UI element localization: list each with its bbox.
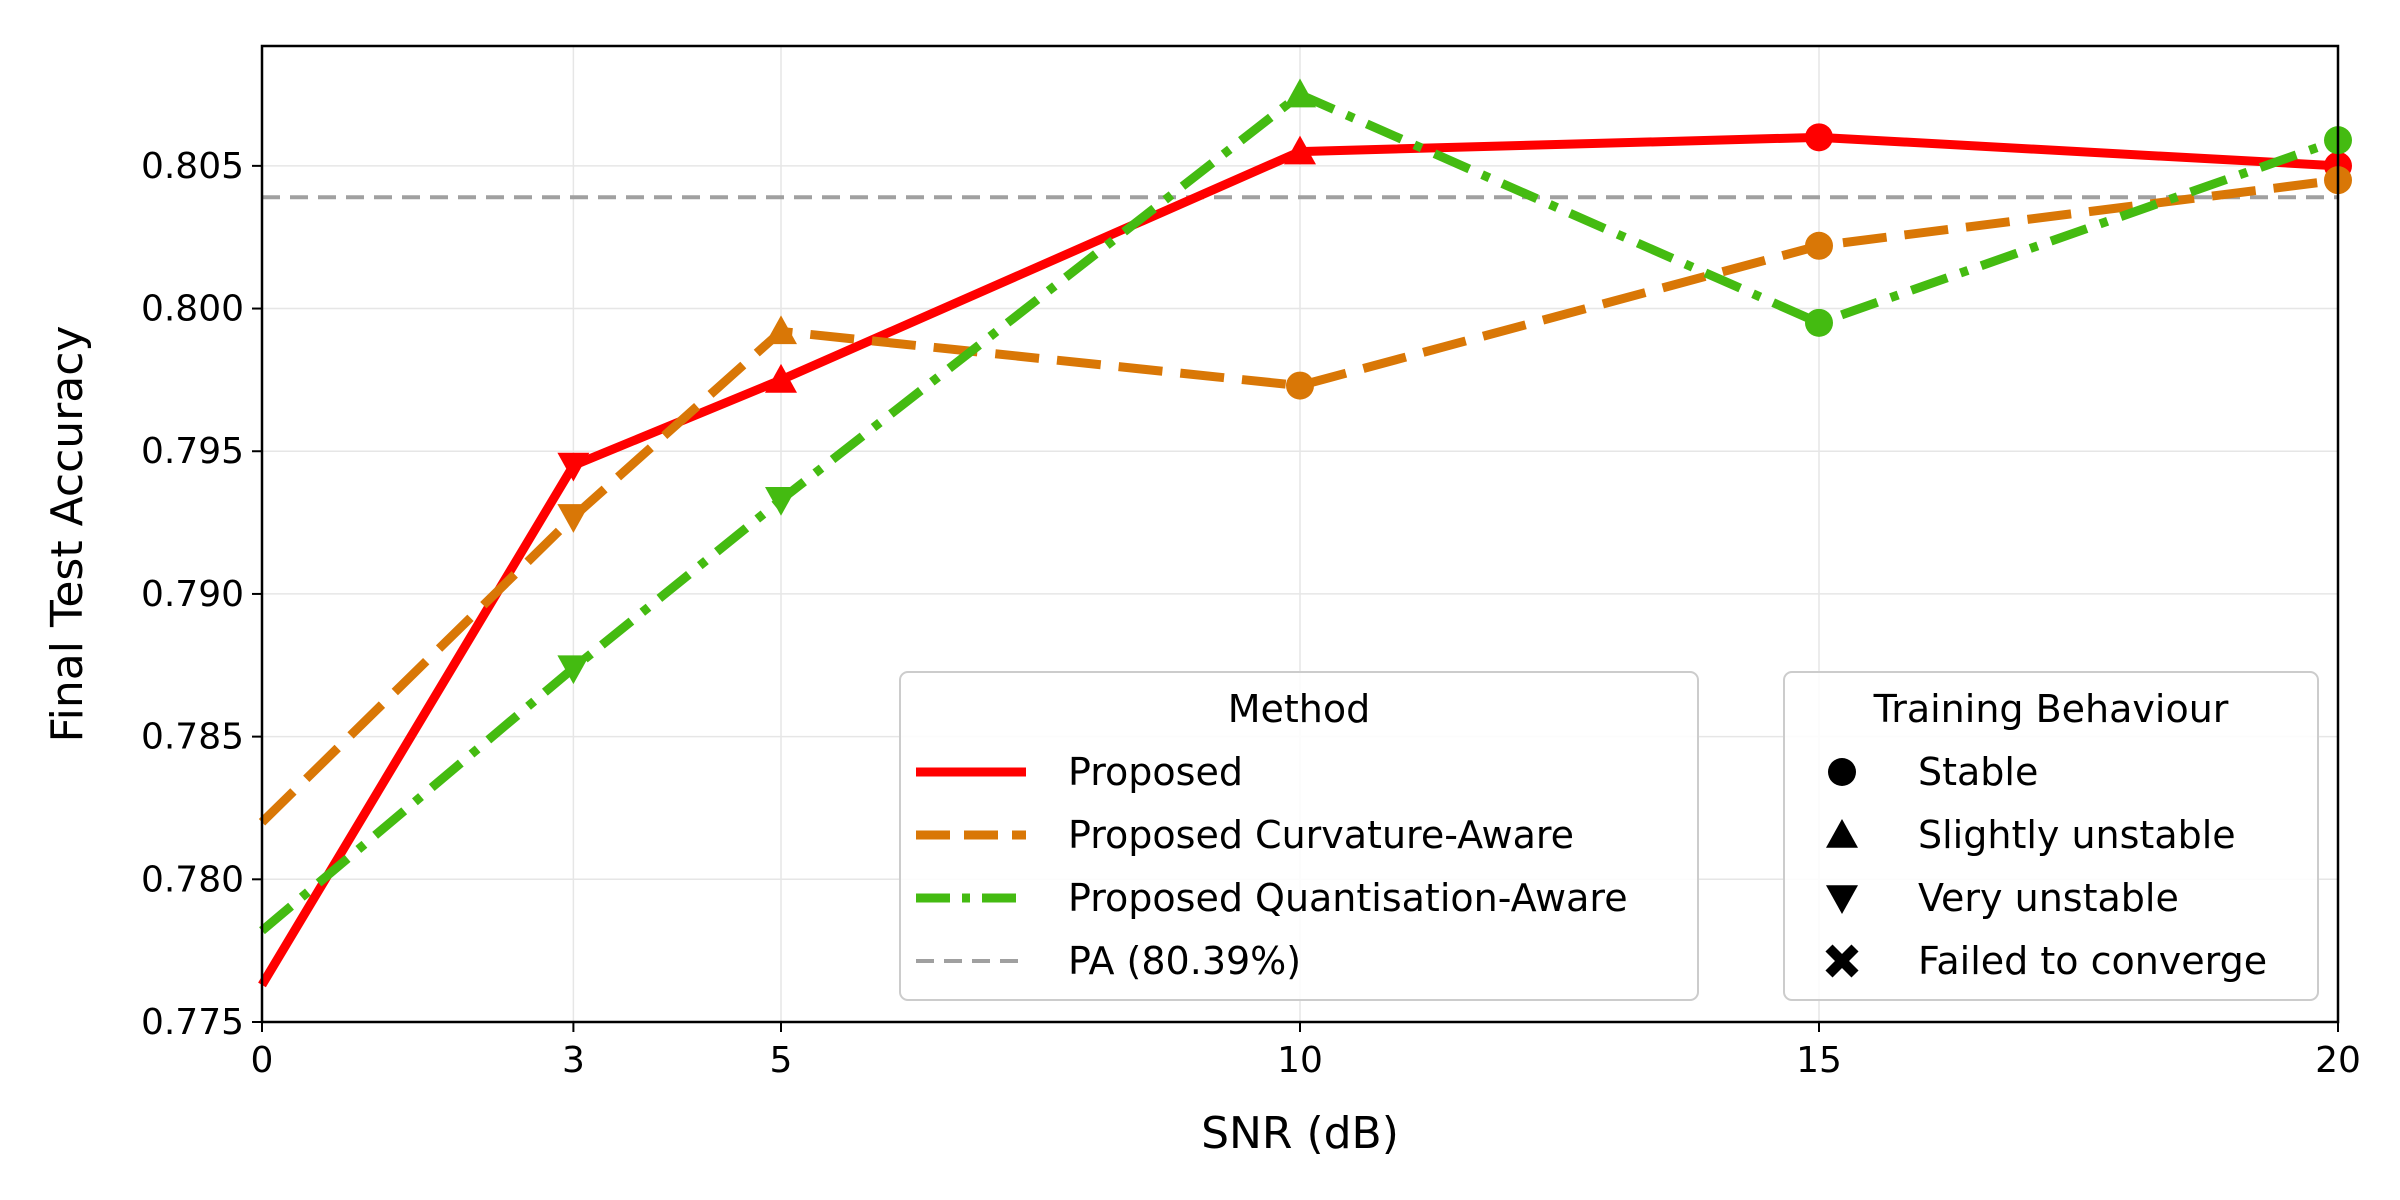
data-point-s2-1 (557, 655, 590, 685)
y-tick-label: 0.805 (141, 146, 244, 187)
legend-label: Stable (1918, 750, 2038, 794)
y-tick-label: 0.780 (141, 859, 244, 900)
legend-marker (1826, 885, 1858, 914)
x-tick-label: 5 (770, 1040, 793, 1081)
legend-title: Training Behaviour (1873, 687, 2229, 731)
legend-label: Proposed Quantisation-Aware (1068, 876, 1628, 920)
data-point-s2-2 (765, 486, 797, 516)
x-tick-label: 0 (251, 1040, 274, 1081)
y-tick-label: 0.785 (141, 717, 244, 758)
data-point-s2-3 (1284, 78, 1316, 108)
legend-training-behaviour: Training Behaviour Stable Slightly unstabl… (1783, 671, 2319, 1001)
x-tick-label: 10 (1277, 1040, 1323, 1081)
series-line-1 (258, 175, 2339, 826)
x-tick-label: 20 (2315, 1040, 2361, 1081)
legend-frame (899, 671, 1699, 1001)
legend-frame (1783, 671, 2319, 1001)
y-tick-label: 0.795 (141, 431, 244, 472)
legend-label: Slightly unstable (1918, 813, 2236, 857)
cross-stroke (1825, 944, 1859, 978)
legend-marker (1828, 758, 1856, 786)
legend-marker (1825, 944, 1859, 978)
legend-title: Method (1228, 687, 1371, 731)
data-point-s1-4 (1805, 231, 1833, 260)
data-point-s1-3 (1286, 371, 1314, 400)
y-axis-ticks: 0.775 0.780 0.785 0.790 0.795 0.800 0.805 (141, 146, 262, 1043)
y-axis-title: Final Test Accuracy (42, 326, 93, 743)
data-point-s0-1 (557, 452, 590, 482)
data-point-s0-2 (765, 363, 797, 393)
series-lines (258, 89, 2340, 988)
x-axis-ticks: 0 3 5 10 15 20 (251, 1022, 2361, 1081)
data-point-s1-2 (765, 315, 797, 345)
legend-label: Proposed (1068, 750, 1243, 794)
y-tick-label: 0.775 (141, 1002, 244, 1043)
y-tick-label: 0.790 (141, 574, 244, 615)
legend-label: PA (80.39%) (1068, 939, 1301, 983)
series-markers (557, 78, 2352, 685)
data-point-s0-3 (1284, 135, 1316, 165)
legend-marker (1826, 819, 1858, 848)
y-tick-label: 0.800 (141, 289, 244, 330)
data-point-s0-4 (1805, 123, 1833, 152)
legend-label: Proposed Curvature-Aware (1068, 813, 1574, 857)
x-tick-label: 15 (1796, 1040, 1842, 1081)
data-point-s1-1 (557, 504, 590, 533)
legend-label: Very unstable (1918, 876, 2179, 920)
legend-method: Method Proposed Proposed Curvature-Aware Pr… (899, 671, 1699, 1001)
x-axis-title: SNR (dB) (1201, 1108, 1399, 1159)
x-tick-label: 3 (562, 1040, 585, 1081)
series-line-0 (258, 132, 2339, 988)
data-point-s2-4 (1805, 308, 1833, 337)
legend-label: Failed to converge (1918, 939, 2267, 983)
